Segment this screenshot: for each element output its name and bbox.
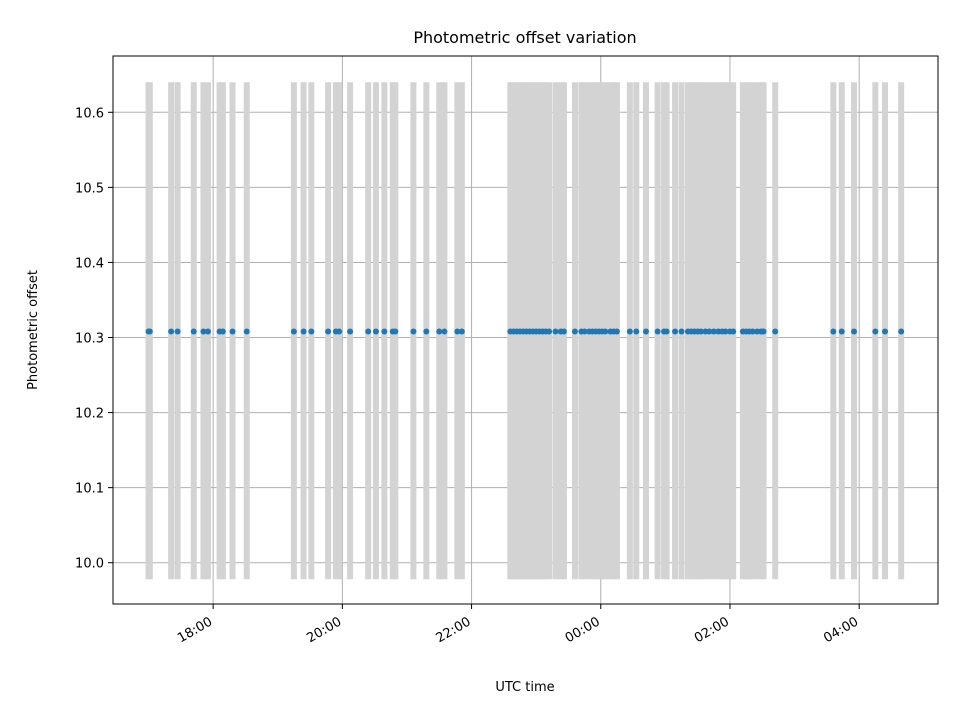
data-point xyxy=(730,328,737,335)
data-point xyxy=(308,328,315,335)
data-point xyxy=(243,328,250,335)
y-axis-label: Photometric offset xyxy=(26,270,41,390)
data-point xyxy=(546,328,553,335)
data-points xyxy=(145,328,905,335)
data-point xyxy=(697,328,704,335)
x-axis-ticks: 18:00 20:00 22:00 00:00 02:00 04:00 xyxy=(175,604,861,646)
data-point xyxy=(325,328,332,335)
data-point xyxy=(300,328,307,335)
data-point xyxy=(146,328,153,335)
data-point xyxy=(381,328,388,335)
data-point xyxy=(642,328,649,335)
data-point xyxy=(581,328,588,335)
data-point xyxy=(454,328,461,335)
data-point xyxy=(423,328,430,335)
data-point xyxy=(290,328,297,335)
data-point xyxy=(722,328,729,335)
x-axis-label: UTC time xyxy=(495,680,554,695)
data-point xyxy=(219,328,226,335)
data-point xyxy=(336,328,343,335)
x-tick-label: 18:00 xyxy=(175,614,215,646)
x-tick-label: 20:00 xyxy=(304,614,344,646)
plot-frame xyxy=(112,55,939,605)
y-tick-label: 10.0 xyxy=(75,557,104,572)
chart-title: Photometric offset variation xyxy=(413,28,636,47)
data-point xyxy=(392,328,399,335)
data-point xyxy=(552,328,559,335)
data-point xyxy=(838,328,845,335)
data-point xyxy=(749,328,756,335)
y-tick-label: 10.3 xyxy=(75,332,104,347)
data-point xyxy=(602,328,609,335)
x-tick-label: 04:00 xyxy=(821,614,861,646)
y-tick-label: 10.6 xyxy=(75,106,104,121)
y-tick-label: 10.5 xyxy=(75,181,104,196)
data-point xyxy=(898,328,905,335)
x-tick-label: 00:00 xyxy=(563,614,603,646)
data-point xyxy=(706,328,713,335)
y-tick-label: 10.4 xyxy=(75,256,104,271)
data-point xyxy=(190,328,197,335)
data-point xyxy=(672,328,679,335)
data-point xyxy=(626,328,633,335)
y-axis-ticks: 10.0 10.1 10.2 10.3 10.4 10.5 10.6 xyxy=(75,106,113,572)
data-point xyxy=(436,328,443,335)
data-point xyxy=(229,328,236,335)
x-tick-label: 22:00 xyxy=(434,614,474,646)
data-point xyxy=(772,328,779,335)
data-point xyxy=(663,328,670,335)
data-point xyxy=(458,328,465,335)
data-point xyxy=(872,328,879,335)
data-point xyxy=(410,328,417,335)
data-point xyxy=(200,328,207,335)
data-point xyxy=(830,328,837,335)
data-point xyxy=(760,328,767,335)
data-point xyxy=(654,328,661,335)
data-point xyxy=(710,328,717,335)
data-point xyxy=(560,328,567,335)
data-point xyxy=(441,328,448,335)
y-tick-label: 10.2 xyxy=(75,407,104,422)
x-tick-label: 02:00 xyxy=(692,614,732,646)
data-point xyxy=(168,328,175,335)
y-tick-label: 10.1 xyxy=(75,482,104,497)
data-point xyxy=(347,328,354,335)
data-point xyxy=(678,328,685,335)
data-point xyxy=(372,328,379,335)
data-point xyxy=(204,328,211,335)
data-point xyxy=(613,328,620,335)
data-point xyxy=(571,328,578,335)
data-point xyxy=(882,328,889,335)
data-point xyxy=(633,328,640,335)
data-point xyxy=(174,328,181,335)
data-point xyxy=(365,328,372,335)
data-point xyxy=(851,328,858,335)
